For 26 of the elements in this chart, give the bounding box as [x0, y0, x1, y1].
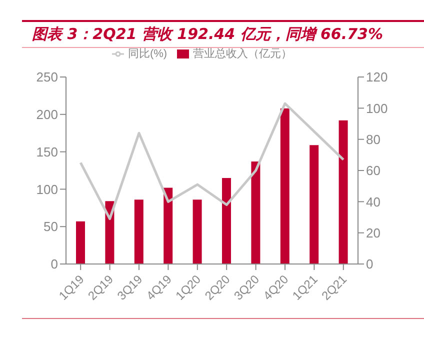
y2-tick-label: 80	[366, 132, 380, 147]
y2-tick-label: 40	[366, 194, 380, 210]
bar	[76, 221, 85, 264]
legend-label: 营业总收入（亿元）	[193, 48, 292, 60]
bar	[222, 178, 231, 264]
y-tick-label: 200	[36, 107, 58, 122]
y2-tick-label: 60	[366, 163, 380, 178]
y-tick-label: 100	[36, 182, 58, 197]
bar	[164, 188, 173, 264]
y2-tick-label: 120	[366, 70, 388, 85]
y-tick-label: 0	[50, 256, 58, 272]
bar	[280, 108, 290, 264]
y2-tick-label: 100	[366, 100, 388, 116]
line-series	[79, 102, 345, 220]
bar	[338, 120, 348, 264]
bar	[134, 200, 144, 264]
y-tick-label: 50	[44, 219, 58, 234]
legend-label: 同比(%)	[128, 48, 168, 60]
bar	[310, 145, 319, 264]
y-tick-label: 250	[36, 70, 58, 85]
bar	[251, 162, 260, 264]
chart-title: 图表 3：2Q21 营收 192.44 亿元，同增 66.73%	[32, 25, 383, 44]
bar	[192, 200, 202, 264]
y2-tick-label: 0	[366, 256, 374, 272]
y2-tick-label: 20	[366, 225, 380, 240]
y-tick-label: 150	[36, 144, 58, 160]
